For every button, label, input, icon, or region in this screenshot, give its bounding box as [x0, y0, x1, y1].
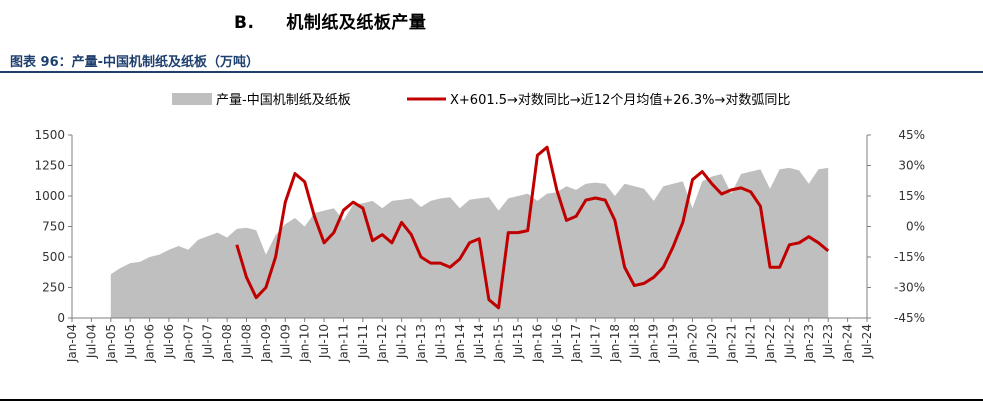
x-tick-label: Jul-13: [433, 324, 447, 359]
x-tick-label: Jul-21: [744, 324, 758, 359]
x-tick-label: Jan-05: [104, 324, 118, 363]
x-tick-label: Jul-19: [666, 324, 680, 359]
section-heading: B. 机制纸及纸板产量: [234, 8, 426, 33]
x-tick-label: Jan-21: [724, 324, 738, 363]
x-tick-label: Jan-07: [181, 324, 195, 363]
x-tick-label: Jan-12: [375, 324, 389, 363]
x-tick-label: Jul-11: [356, 324, 370, 359]
x-tick-label: Jul-16: [550, 324, 564, 359]
y-left-tick-label: 0: [57, 311, 65, 325]
x-tick-label: Jan-15: [492, 324, 506, 363]
series-line-yoy: [235, 145, 830, 310]
bottom-rule: [0, 399, 983, 401]
x-tick-label: Jul-09: [278, 324, 292, 359]
plot-area: 0 250 500 750 1000 1250 1500 -45% -30% -15% 0% 15% 3…: [34, 128, 925, 363]
x-tick-label: Jan-13: [414, 324, 428, 363]
y-right-tick-label: 45%: [898, 128, 925, 142]
x-tick-label: Jul-22: [782, 324, 796, 359]
x-tick-label: Jan-14: [453, 324, 467, 363]
x-tick-label: Jan-24: [841, 324, 855, 363]
y-left-tick-label: 1000: [34, 189, 65, 203]
x-tick-label: Jul-06: [162, 324, 176, 359]
x-tick-label: Jan-08: [220, 324, 234, 363]
x-tick-label: Jan-19: [647, 324, 661, 363]
x-tick-label: Jul-05: [123, 324, 137, 359]
x-tick-label: Jan-16: [530, 324, 544, 363]
x-tick-label: Jul-14: [472, 324, 486, 359]
y-right-tick-label: -45%: [894, 311, 925, 325]
section-title: 机制纸及纸板产量: [286, 13, 427, 33]
top-rule: [0, 71, 983, 73]
x-tick-label: Jan-17: [569, 324, 583, 363]
y-right-tick-label: 15%: [898, 189, 925, 203]
x-tick-label: Jul-24: [860, 324, 874, 359]
y-left-tick-label: 500: [42, 250, 65, 264]
x-tick-label: Jul-18: [627, 324, 641, 359]
x-tick-label: Jan-18: [608, 324, 622, 363]
y-right-tick-label: -30%: [894, 281, 925, 295]
x-tick-label: Jul-07: [201, 324, 215, 359]
legend: 产量-中国机制纸及纸板 X+601.5→对数同比→近12个月均值+26.3%→对…: [172, 92, 790, 108]
y-right-tick-label: 0%: [906, 220, 925, 234]
x-tick-label: Jul-10: [317, 324, 331, 359]
x-tick-label: Jul-15: [511, 324, 525, 359]
x-tick-label: Jul-04: [84, 324, 98, 359]
legend-area-label: 产量-中国机制纸及纸板: [216, 93, 351, 108]
x-tick-label: Jul-12: [395, 324, 409, 359]
y-left-tick-label: 1500: [34, 128, 65, 142]
legend-area-swatch: [172, 93, 212, 105]
y-left-tick-label: 250: [42, 281, 65, 295]
x-tick-label: Jan-20: [685, 324, 699, 363]
y-left-tick-label: 750: [42, 220, 65, 234]
x-tick-label: Jul-20: [705, 324, 719, 359]
x-tick-label: Jan-11: [336, 324, 350, 363]
legend-line-label: X+601.5→对数同比→近12个月均值+26.3%→对数弧同比: [450, 92, 790, 108]
figure-title: 图表 96：产量-中国机制纸及纸板（万吨）: [10, 55, 260, 70]
x-tick-label: Jan-23: [802, 324, 816, 363]
section-label: B.: [234, 13, 255, 33]
x-tick-label: Jan-10: [298, 324, 312, 363]
x-tick-label: Jul-17: [589, 324, 603, 359]
x-tick-label: Jan-22: [763, 324, 777, 363]
x-tick-label: Jan-04: [65, 324, 79, 363]
x-tick-label: Jan-09: [259, 324, 273, 363]
y-right-tick-label: 30%: [898, 159, 925, 173]
x-tick-label: Jul-08: [240, 324, 254, 359]
y-right-tick-label: -15%: [894, 250, 925, 264]
x-tick-label: Jan-06: [143, 324, 157, 363]
x-tick-label: Jul-23: [821, 324, 835, 359]
y-left-tick-label: 1250: [34, 159, 65, 173]
